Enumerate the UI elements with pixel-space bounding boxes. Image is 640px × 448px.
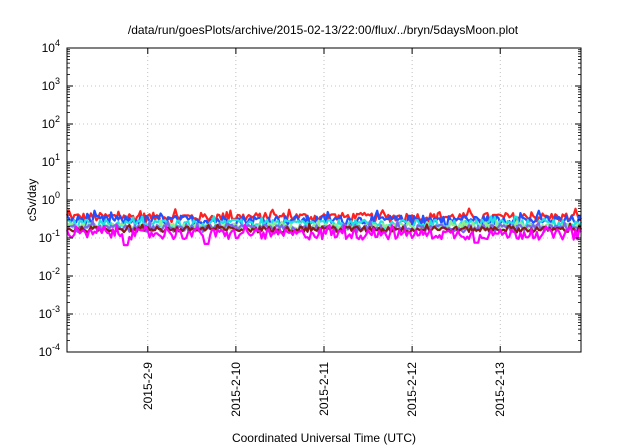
grid [67, 48, 581, 352]
series-line-7 [65, 223, 582, 247]
y-axis-label: cSv/day [25, 179, 39, 222]
y-tick-label: 103 [42, 76, 60, 93]
x-tick-label: 2015-2-11 [317, 362, 331, 416]
y-tick-label: 101 [42, 152, 60, 169]
y-tick-label: 10-4 [39, 342, 60, 359]
y-tick-label: 100 [42, 190, 60, 207]
x-tick-label: 2015-2-13 [493, 362, 507, 417]
x-axis: 2015-2-9 2015-2-10 2015-2-11 2015-2-12 2015-… [141, 48, 507, 417]
series-layer [65, 207, 583, 247]
x-tick-label: 2015-2-9 [141, 362, 155, 410]
x-axis-label: Coordinated Universal Time (UTC) [232, 431, 416, 445]
x-tick-label: 2015-2-10 [229, 362, 243, 417]
x-tick-label: 2015-2-12 [405, 362, 419, 417]
y-tick-label: 10-1 [39, 228, 60, 245]
series-line-1 [65, 207, 582, 224]
y-tick-label: 102 [42, 114, 60, 131]
y-axis: 10-4 10-3 10-2 10-1 100 101 102 103 104 [39, 38, 581, 359]
series-line-3 [66, 215, 583, 230]
chart-title: /data/run/goesPlots/archive/2015-02-13/2… [128, 23, 519, 37]
y-tick-label: 10-2 [39, 266, 60, 283]
series-line-5 [66, 220, 582, 234]
y-tick-label: 104 [42, 38, 60, 55]
y-tick-label: 10-3 [39, 304, 60, 321]
